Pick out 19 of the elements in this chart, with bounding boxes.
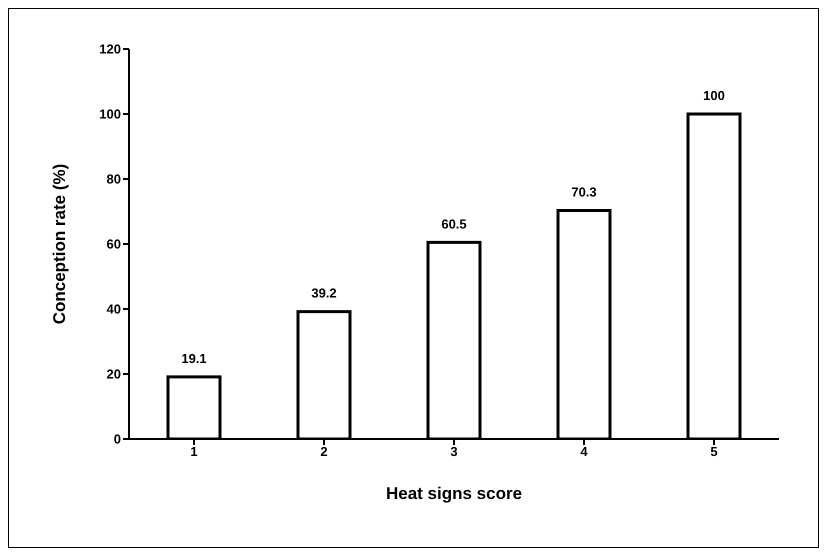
- data-label: 70.3: [571, 184, 597, 200]
- y-tick-label: 100: [99, 106, 121, 122]
- y-tick-label: 120: [99, 42, 121, 57]
- y-tick-label: 80: [106, 172, 121, 187]
- x-tick-label: 1: [190, 444, 198, 460]
- x-tick-label: 2: [320, 444, 328, 460]
- y-tick-label: 0: [114, 432, 121, 447]
- y-axis-title: Conception rate (%): [50, 164, 70, 324]
- x-tick-label: 3: [450, 444, 458, 460]
- data-label: 60.5: [441, 216, 467, 232]
- x-tick-label: 4: [580, 444, 588, 460]
- data-label: 100: [703, 88, 725, 103]
- y-tick-label: 20: [106, 366, 121, 382]
- x-axis-title: Heat signs score: [386, 484, 522, 503]
- data-label: 39.2: [311, 286, 337, 301]
- y-tick-label: 60: [106, 236, 121, 252]
- x-tick-label: 5: [710, 444, 718, 460]
- y-tick-label: 40: [106, 302, 121, 317]
- data-label: 19.1: [181, 350, 207, 366]
